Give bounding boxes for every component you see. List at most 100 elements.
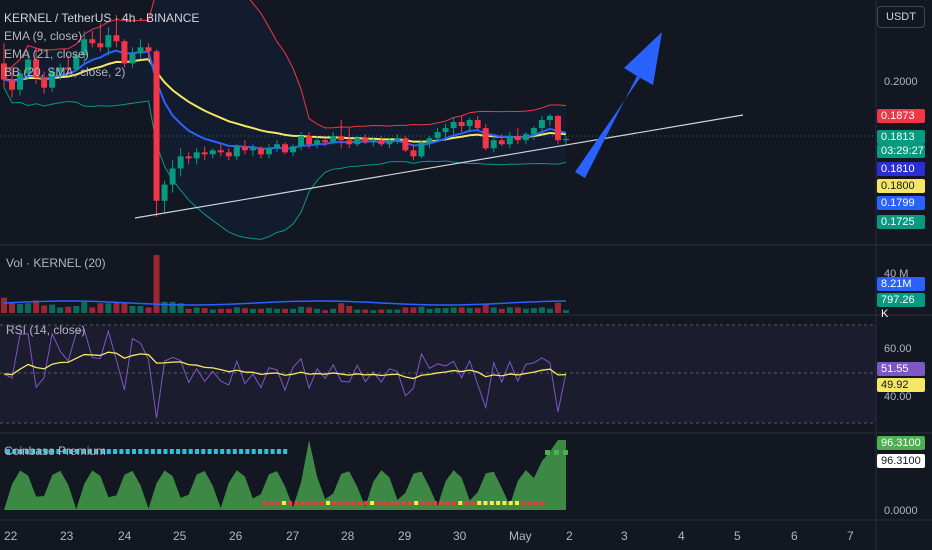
volume-bar: [490, 307, 497, 313]
premium-dot: [351, 501, 356, 505]
premium-dot: [445, 501, 450, 505]
candle-body: [418, 142, 425, 157]
volume-bar: [514, 307, 521, 313]
premium-dot: [50, 449, 55, 454]
premium-dot: [508, 501, 513, 505]
volume-bar: [418, 306, 425, 313]
premium-dot: [563, 450, 568, 455]
time-label: 5: [734, 529, 741, 543]
candle-body: [514, 136, 521, 141]
premium-dot: [426, 501, 431, 505]
volume-bar: [426, 308, 433, 313]
volume-bar: [458, 307, 465, 313]
volume-bar: [49, 304, 56, 313]
premium-dot: [420, 501, 425, 505]
candle-body: [1, 63, 7, 80]
premium-dot: [414, 501, 419, 505]
volume-bar: [25, 303, 32, 313]
volume-bar: [434, 308, 441, 313]
candle-body: [386, 140, 393, 145]
premium-dot: [276, 449, 281, 454]
premium-dot: [220, 449, 225, 454]
candle-body: [402, 138, 409, 151]
time-label: 23: [60, 529, 74, 543]
candle-body: [322, 140, 329, 143]
time-label: 28: [341, 529, 355, 543]
time-label: 3: [621, 529, 628, 543]
candle-body: [434, 132, 441, 139]
price-tick: 0.2000: [884, 76, 918, 88]
volume-bar: [546, 308, 553, 313]
candle-body: [466, 120, 473, 127]
candle-body: [161, 184, 168, 201]
premium-dot: [370, 501, 375, 505]
premium-dot: [106, 449, 111, 454]
volume-bar: [97, 303, 104, 313]
premium-pane-title[interactable]: Coinbase Premium: [4, 444, 107, 458]
premium-dot: [43, 449, 48, 454]
premium-dot: [232, 449, 237, 454]
premium-dot: [464, 501, 469, 505]
volume-bar: [322, 310, 329, 313]
volume-bar: [257, 308, 264, 313]
volume-bar: [137, 306, 144, 313]
volume-bar: [81, 301, 88, 313]
indicator-ema21-label[interactable]: EMA (21, close): [4, 47, 89, 61]
volume-bar: [233, 307, 240, 313]
symbol-title[interactable]: KERNEL / TetherUS · 4h · BINANCE: [4, 11, 200, 25]
volume-pane-title[interactable]: Vol · KERNEL (20): [6, 256, 106, 270]
premium-dot: [395, 501, 400, 505]
volume-bar: [530, 308, 537, 313]
premium-dot: [554, 450, 559, 455]
volume-bar: [506, 307, 513, 313]
premium-dot: [458, 501, 463, 505]
volume-ma-line: [3, 300, 567, 306]
indicator-bb-label[interactable]: BB (20, SMA, close, 2): [4, 65, 126, 79]
candle-body: [314, 140, 321, 145]
time-label: 29: [398, 529, 412, 543]
premium-dot: [56, 449, 61, 454]
premium-dot: [163, 449, 168, 454]
candle-body: [249, 148, 256, 151]
candle-body: [522, 134, 529, 141]
volume-bar: [362, 309, 369, 313]
volume-bar: [282, 308, 288, 313]
premium-dot: [483, 501, 488, 505]
volume-bar: [314, 308, 321, 313]
time-label: May: [509, 529, 532, 543]
candle-body: [33, 59, 40, 78]
volume-bar: [1, 297, 7, 313]
candle-body: [273, 144, 280, 149]
volume-bar: [241, 308, 248, 313]
premium-dot: [119, 449, 124, 454]
candle-body: [41, 77, 48, 88]
premium-dot: [75, 449, 80, 454]
premium-dot: [326, 501, 330, 505]
candle-body: [129, 53, 136, 64]
candle-body: [121, 41, 128, 64]
premium-dot: [195, 449, 199, 454]
candle-body: [193, 152, 200, 159]
premium-dot: [433, 501, 438, 505]
currency-button[interactable]: USDT: [877, 6, 925, 28]
volume-bar: [466, 308, 473, 313]
candle-body: [298, 136, 305, 147]
indicator-ema9-label[interactable]: EMA (9, close): [4, 29, 83, 43]
premium-dot: [100, 449, 105, 454]
candle-body: [394, 138, 401, 141]
candle-body: [185, 156, 192, 159]
rsi-ma-line: [3, 351, 567, 380]
rsi-pane-title[interactable]: RSI (14, close): [6, 323, 86, 337]
premium-dot: [150, 449, 155, 454]
volume-bar: [9, 302, 16, 313]
premium-dot: [24, 449, 29, 454]
candle-body: [426, 138, 433, 143]
premium-dot: [125, 449, 130, 454]
premium-dot: [452, 501, 456, 505]
candle-body: [330, 136, 337, 143]
candle-body: [217, 150, 224, 153]
volume-bar: [113, 301, 120, 313]
premium-dot: [31, 449, 36, 454]
rsi-band: [0, 325, 876, 423]
